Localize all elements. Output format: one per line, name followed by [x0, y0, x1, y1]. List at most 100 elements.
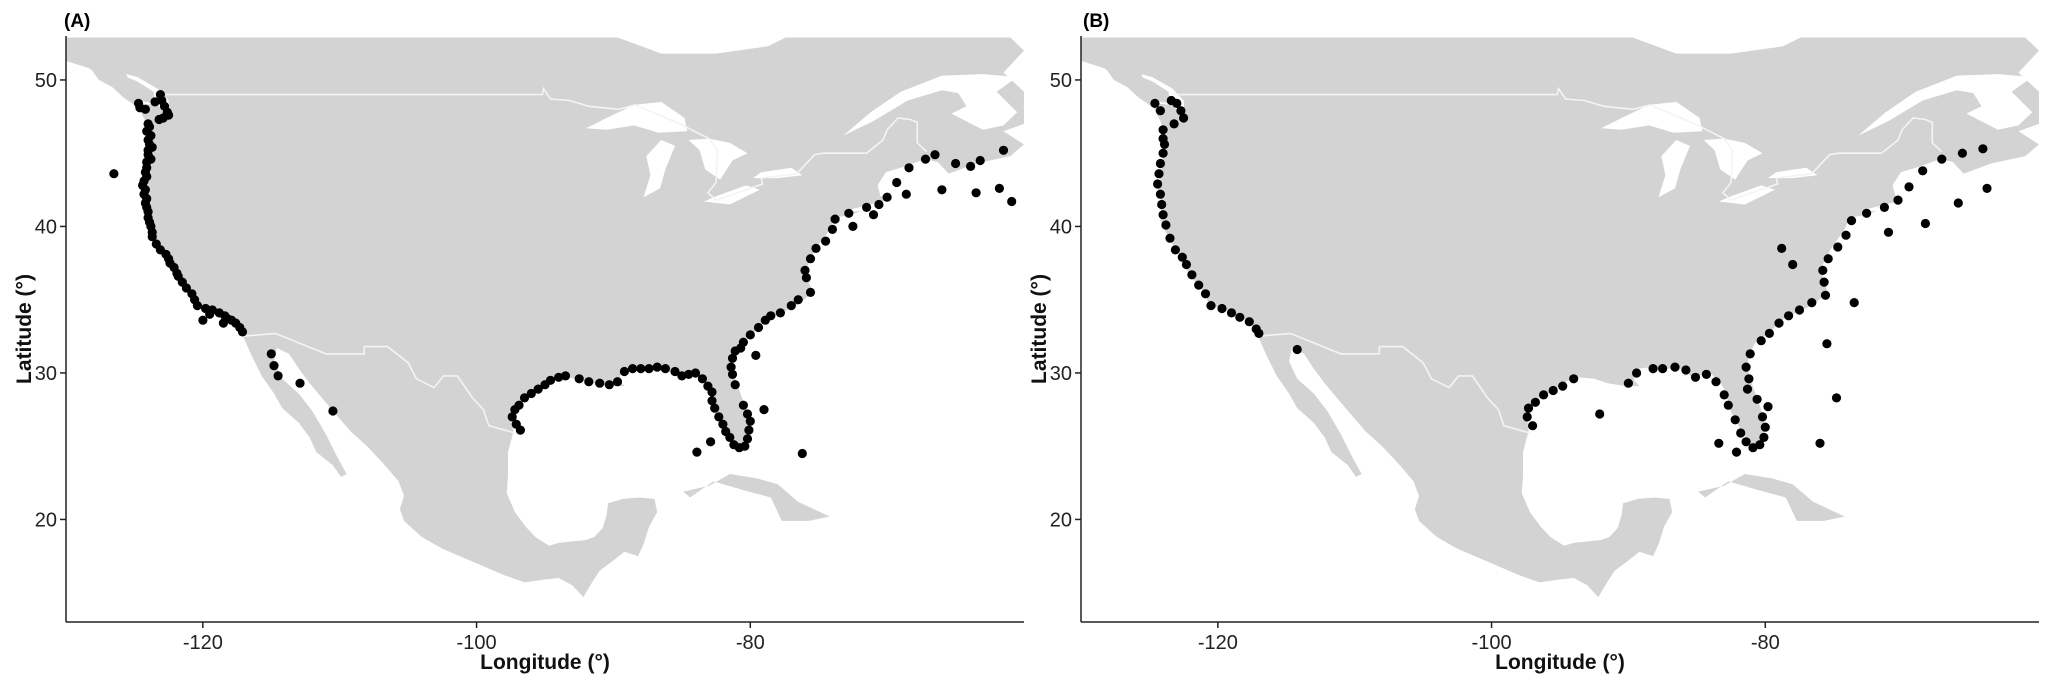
sample-point-a — [848, 221, 858, 231]
sample-point-a — [727, 369, 738, 379]
sample-point-a — [742, 409, 753, 419]
sample-point-a — [514, 400, 524, 410]
sample-point-b — [1161, 220, 1171, 230]
sample-point-b — [1292, 344, 1302, 355]
sample-point-a — [574, 374, 584, 384]
lake-superior-b — [1601, 101, 1703, 133]
sample-point-a — [515, 425, 526, 435]
sample-point-b — [1155, 158, 1165, 169]
sample-point-b — [1823, 254, 1833, 264]
sample-point-a — [901, 189, 911, 199]
us-mexico-border-b — [1257, 332, 1531, 434]
sample-point-b — [1904, 182, 1914, 192]
sample-point-b — [1176, 106, 1186, 116]
sample-point-b — [1745, 349, 1755, 359]
sample-point-a — [706, 437, 716, 447]
x-axis-title-a: Longitude (°) — [480, 651, 610, 674]
sample-point-b — [1820, 290, 1831, 300]
sample-point-a — [951, 158, 961, 169]
sample-point-a — [507, 412, 517, 422]
sample-point-b — [1774, 318, 1784, 328]
map-area-b — [1081, 36, 2039, 622]
sample-point-a — [147, 232, 157, 242]
sample-point-b — [1764, 328, 1774, 338]
y-tick-label-b-2: 40 — [1050, 216, 1072, 238]
lake-ontario-b — [1768, 167, 1818, 179]
sample-point-b — [1957, 148, 1967, 158]
sample-point-b — [1731, 447, 1742, 457]
sample-point-a — [745, 416, 755, 426]
sample-point-b — [1157, 199, 1167, 210]
sample-point-b — [1741, 437, 1751, 447]
sample-point-b — [1595, 409, 1605, 419]
hudson-bay-a — [613, 36, 789, 54]
border-layer-a — [157, 86, 928, 434]
sample-point-b — [1158, 148, 1168, 158]
sample-point-a — [652, 362, 662, 372]
sample-point-a — [801, 273, 812, 283]
sample-point-a — [920, 154, 931, 164]
x-ticks-a: -120 -100 -80 — [183, 622, 765, 654]
sample-point-a — [904, 163, 914, 173]
sample-point-a — [154, 114, 164, 125]
sample-point-b — [1893, 195, 1903, 205]
sample-point-a — [966, 161, 976, 171]
sample-point-a — [753, 322, 764, 333]
sample-point-b — [1701, 369, 1711, 379]
sample-point-a — [882, 192, 892, 202]
sample-point-b — [1153, 179, 1163, 189]
sample-point-b — [1879, 202, 1889, 212]
canada-us-border-a — [157, 86, 928, 202]
sample-point-b — [1522, 412, 1532, 422]
sample-point-a — [636, 364, 646, 374]
lake-superior-a — [586, 101, 688, 133]
sample-point-a — [821, 236, 831, 246]
sample-point-b — [1569, 374, 1579, 384]
north-america-landmass-b — [1081, 37, 2039, 598]
sample-point-a — [545, 375, 556, 385]
x-tick-label-b-1: -100 — [1472, 632, 1512, 654]
y-axis-title-b: Latitude (°) — [1028, 274, 1051, 384]
sample-point-b — [1736, 428, 1746, 438]
sample-point-a — [692, 447, 702, 457]
sample-point-b — [1819, 277, 1829, 287]
sample-point-b — [1788, 259, 1798, 270]
sample-point-b — [1150, 98, 1160, 108]
sample-point-b — [1807, 298, 1817, 308]
sample-point-b — [1172, 98, 1182, 108]
sample-point-a — [971, 188, 981, 198]
sample-point-b — [1235, 312, 1245, 322]
sample-point-a — [844, 208, 854, 218]
sample-point-a — [584, 377, 594, 387]
x-tick-label-b-0: -120 — [1198, 632, 1238, 654]
sample-point-b — [1158, 210, 1168, 220]
sample-point-a — [975, 155, 985, 166]
sample-point-b — [1794, 305, 1805, 315]
y-tick-label-a-2: 40 — [35, 216, 57, 238]
sample-point-b — [1815, 438, 1825, 448]
lake-huron-b — [1703, 138, 1763, 180]
sample-point-a — [998, 145, 1009, 155]
sample-point-a — [775, 308, 786, 318]
sample-point-a — [930, 150, 940, 160]
sample-point-a — [800, 265, 810, 275]
sample-point-b — [1759, 432, 1769, 442]
sample-point-a — [660, 364, 671, 374]
sample-point-b — [1159, 139, 1170, 149]
sample-point-b — [1849, 298, 1859, 308]
sample-point-b — [1623, 378, 1633, 388]
sample-point-a — [793, 295, 803, 305]
sample-point-a — [164, 110, 174, 120]
sample-point-b — [1714, 438, 1724, 448]
sample-point-b — [1755, 440, 1765, 450]
sample-point-b — [1937, 154, 1947, 164]
lake-michigan-a — [643, 140, 675, 198]
sample-point-b — [1681, 365, 1691, 375]
canada-us-border-b — [1172, 86, 1943, 202]
y-tick-label-a-1: 30 — [35, 363, 57, 385]
panel-label-b: (B) — [1083, 11, 1109, 32]
y-tick-label-b-3: 50 — [1050, 70, 1072, 92]
sample-point-a — [269, 361, 279, 371]
sample-point-b — [1187, 270, 1197, 280]
sample-point-b — [1711, 377, 1721, 387]
